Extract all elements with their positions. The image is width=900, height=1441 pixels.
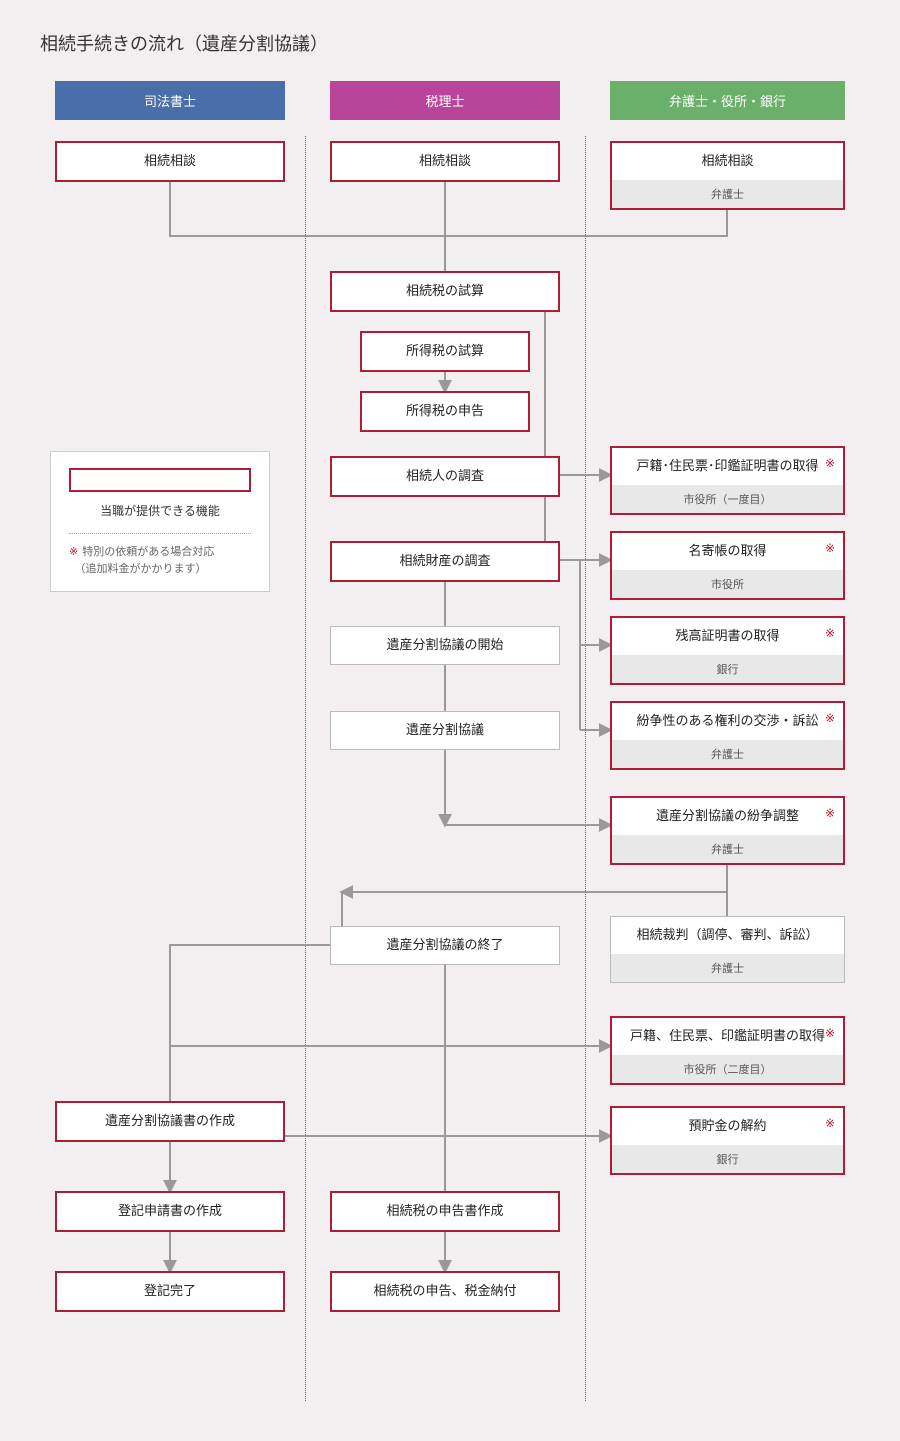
flow-node: 相続税の試算 [330,271,560,312]
node-label: 所得税の試算 [362,333,528,370]
flowchart: 司法書士 税理士 弁護士・役所・銀行当職が提供できる機能 ※特別の依頼がある場合対応 … [40,81,860,1401]
node-label: 相続税の試算 [332,273,558,310]
legend-box: 当職が提供できる機能 ※特別の依頼がある場合対応 （追加料金がかかります） [50,451,270,592]
flow-node: 所得税の申告 [360,391,530,432]
flow-node: 遺産分割協議の終了 [330,926,560,965]
flow-node: 相続裁判（調停、審判、訴訟）弁護士 [610,916,845,983]
node-sublabel: 弁護士 [612,835,843,863]
node-label: 相続税の申告書作成 [332,1193,558,1230]
column-header: 弁護士・役所・銀行 [610,81,845,120]
note-mark: ※ [825,626,835,640]
flow-node: 相続相談 [330,141,560,182]
note-mark: ※ [825,456,835,470]
node-label: 名寄帳の取得 [612,533,843,570]
node-sublabel: 市役所（一度目） [612,485,843,513]
flow-node: 相続税の申告、税金納付 [330,1271,560,1312]
flow-node: 相続財産の調査 [330,541,560,582]
node-label: 所得税の申告 [362,393,528,430]
flow-node: 遺産分割協議 [330,711,560,750]
node-label: 遺産分割協議の紛争調整 [612,798,843,835]
node-label: 戸籍、住民票、印鑑証明書の取得 [612,1018,843,1055]
column-separator [305,136,306,1401]
node-sublabel: 市役所 [612,570,843,598]
node-label: 紛争性のある権利の交渉・訴訟 [612,703,843,740]
node-label: 登記申請書の作成 [57,1193,283,1230]
flow-node: ※遺産分割協議の紛争調整弁護士 [610,796,845,865]
node-sublabel: 銀行 [612,1145,843,1173]
node-label: 相続税の申告、税金納付 [332,1273,558,1310]
flow-node: ※戸籍･住民票･印鑑証明書の取得市役所（一度目） [610,446,845,515]
flow-node: 相続人の調査 [330,456,560,497]
node-label: 遺産分割協議書の作成 [57,1103,283,1140]
legend-note: ※特別の依頼がある場合対応 （追加料金がかかります） [69,544,251,577]
page-title: 相続手続きの流れ（遺産分割協議） [40,30,860,56]
node-label: 相続相談 [612,143,843,180]
node-label: 遺産分割協議の開始 [331,627,559,664]
note-mark: ※ [825,1026,835,1040]
flow-node: ※戸籍、住民票、印鑑証明書の取得市役所（二度目） [610,1016,845,1085]
flow-node: ※紛争性のある権利の交渉・訴訟弁護士 [610,701,845,770]
note-mark: ※ [825,541,835,555]
column-separator [585,136,586,1401]
legend-caption: 当職が提供できる機能 [69,502,251,519]
node-label: 相続相談 [332,143,558,180]
node-sublabel: 弁護士 [612,180,843,208]
node-label: 戸籍･住民票･印鑑証明書の取得 [612,448,843,485]
flow-node: 相続相談 [55,141,285,182]
flow-node: ※名寄帳の取得市役所 [610,531,845,600]
node-label: 預貯金の解約 [612,1108,843,1145]
flow-node: 所得税の試算 [360,331,530,372]
node-sublabel: 弁護士 [611,954,844,982]
flow-node: 登記申請書の作成 [55,1191,285,1232]
note-mark: ※ [825,806,835,820]
node-label: 相続財産の調査 [332,543,558,580]
column-header: 司法書士 [55,81,285,120]
flow-node: 相続相談弁護士 [610,141,845,210]
node-label: 登記完了 [57,1273,283,1310]
flow-node: 登記完了 [55,1271,285,1312]
flow-node: 遺産分割協議の開始 [330,626,560,665]
flow-node: ※残高証明書の取得銀行 [610,616,845,685]
flow-node: ※預貯金の解約銀行 [610,1106,845,1175]
column-header: 税理士 [330,81,560,120]
node-label: 相続相談 [57,143,283,180]
flow-node: 相続税の申告書作成 [330,1191,560,1232]
node-label: 残高証明書の取得 [612,618,843,655]
node-label: 遺産分割協議の終了 [331,927,559,964]
node-sublabel: 銀行 [612,655,843,683]
legend-sample [69,468,251,492]
note-mark: ※ [825,1116,835,1130]
node-label: 相続裁判（調停、審判、訴訟） [611,917,844,954]
node-sublabel: 市役所（二度目） [612,1055,843,1083]
note-mark: ※ [825,711,835,725]
node-sublabel: 弁護士 [612,740,843,768]
node-label: 遺産分割協議 [331,712,559,749]
flow-node: 遺産分割協議書の作成 [55,1101,285,1142]
node-label: 相続人の調査 [332,458,558,495]
